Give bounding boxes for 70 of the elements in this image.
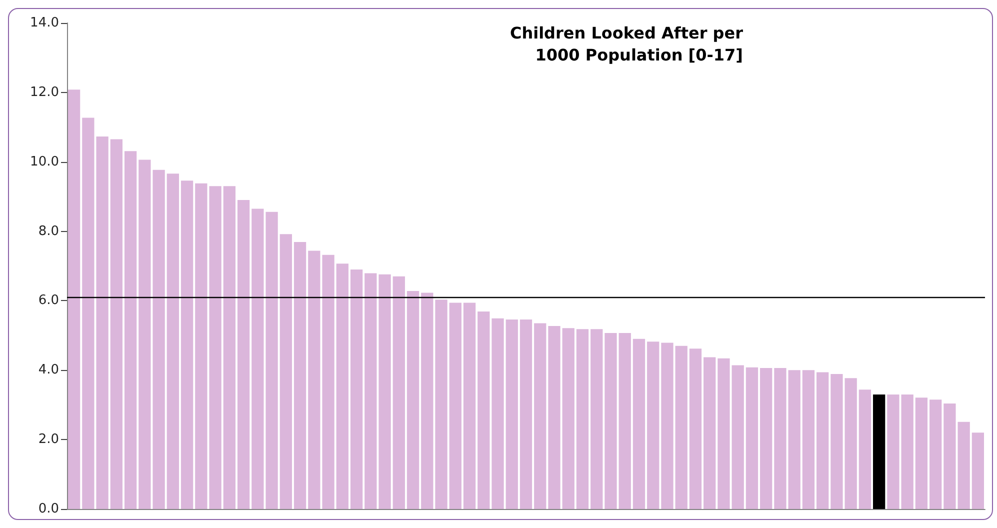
bar (647, 342, 660, 509)
bar (68, 90, 80, 509)
text: Children Looked After per 1000 Population [0-17] (510, 24, 744, 64)
bar (152, 170, 165, 509)
bar (124, 151, 137, 509)
y-tick-label: 12.0 (30, 84, 59, 100)
y-tick-label: 4.0 (38, 362, 59, 378)
bar (209, 186, 222, 509)
bar (760, 368, 772, 509)
bar (915, 398, 928, 509)
y-tick-label: 10.0 (30, 154, 59, 170)
bar (718, 358, 730, 509)
bar (774, 368, 786, 509)
bar (421, 292, 434, 509)
y-tick-label: 8.0 (38, 224, 59, 239)
bar (378, 274, 391, 509)
bar (901, 394, 914, 509)
y-tick-label: 14.0 (30, 16, 59, 30)
bar (435, 300, 448, 509)
bar (110, 139, 123, 509)
bar (590, 329, 603, 509)
bar (632, 338, 646, 509)
bar (972, 432, 984, 509)
bar (534, 323, 546, 509)
bar (350, 269, 363, 509)
bar (138, 160, 151, 509)
bar (830, 374, 843, 509)
bar (180, 180, 194, 509)
bar (816, 372, 829, 509)
bar (802, 370, 815, 509)
bar (463, 302, 476, 509)
bar (336, 264, 348, 509)
bar (788, 370, 800, 509)
bar (252, 208, 264, 509)
bar (520, 319, 532, 509)
bar (576, 329, 589, 509)
bar (406, 290, 420, 509)
bar (392, 276, 405, 509)
y-tick-label: 6.0 (38, 293, 59, 308)
bar (618, 333, 631, 509)
y-tick-label: 2.0 (38, 432, 59, 448)
bar (929, 400, 942, 509)
bar (223, 186, 236, 509)
bar (364, 273, 377, 509)
bar (562, 328, 574, 509)
bar (689, 348, 702, 509)
bar (675, 346, 688, 509)
bar (266, 212, 278, 509)
bar (506, 319, 518, 509)
bar (844, 378, 857, 509)
bar (478, 311, 490, 509)
bar (661, 342, 674, 509)
bar (604, 333, 617, 509)
bar (548, 326, 560, 509)
bar (195, 183, 208, 509)
bar (492, 318, 504, 509)
y-tick-label: 0.0 (38, 502, 59, 516)
bar (858, 390, 872, 509)
bar (887, 394, 900, 509)
bar (704, 357, 716, 509)
bar (732, 365, 744, 509)
bar (166, 174, 179, 509)
bar (280, 234, 292, 509)
bar (294, 242, 306, 509)
bar (308, 250, 320, 509)
bar (746, 367, 758, 509)
bar (322, 254, 334, 509)
bar (873, 394, 886, 509)
bar (449, 302, 462, 509)
bar (237, 200, 250, 509)
